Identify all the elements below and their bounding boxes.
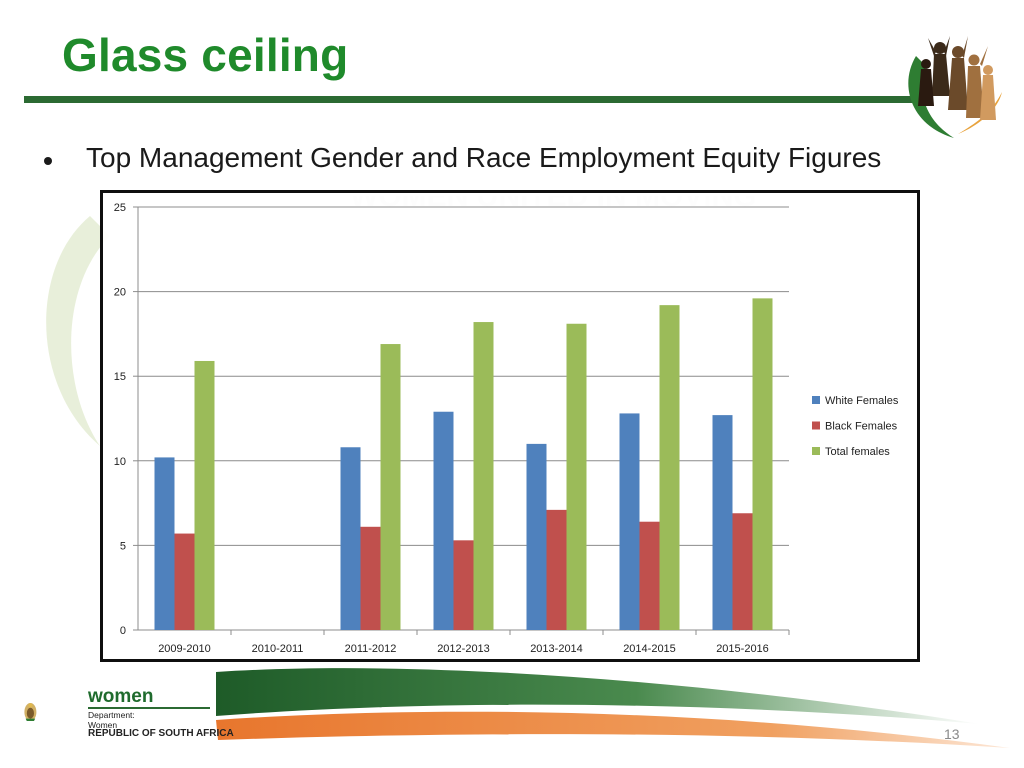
bar [659, 305, 680, 630]
y-tick-label: 15 [114, 371, 126, 383]
footer-swoosh [216, 668, 1010, 748]
title-divider [24, 96, 930, 103]
x-tick-label: 2014-2015 [623, 643, 676, 655]
bar [340, 447, 361, 630]
y-tick-label: 20 [114, 287, 126, 299]
page-number: 13 [944, 726, 960, 742]
y-tick-label: 0 [120, 625, 126, 637]
bullet-marker [44, 157, 52, 165]
legend-swatch [812, 447, 820, 455]
page-title: Glass ceiling [62, 29, 349, 81]
bar [473, 322, 494, 630]
footer-department-line2: Women [88, 720, 118, 730]
x-tick-label: 2009-2010 [158, 643, 211, 655]
legend-label: White Females [825, 395, 899, 407]
bar [380, 344, 401, 630]
y-tick-label: 5 [120, 540, 126, 552]
bar [619, 413, 640, 630]
footer-brand: women [88, 686, 154, 707]
chart-frame: 0 5 10 15 20 25 2009-2010 2010-2011 2011-2012 201… [100, 190, 920, 662]
bar [712, 415, 733, 630]
bar [154, 457, 175, 630]
legend-label: Total females [825, 446, 890, 458]
bar [526, 443, 547, 630]
legend-label: Black Females [825, 421, 898, 433]
bar [546, 509, 567, 630]
footer-country: REPUBLIC OF SOUTH AFRICA [88, 728, 234, 739]
x-tick-label: 2015-2016 [716, 643, 769, 655]
bar [433, 411, 454, 630]
bar [453, 540, 474, 630]
employment-equity-bar-chart: 0 5 10 15 20 25 2009-2010 2010-2011 2011-2012 201… [114, 202, 899, 655]
y-tick-label: 25 [114, 202, 126, 214]
bar [566, 323, 587, 630]
footer-department-line1: Department: [88, 710, 135, 720]
x-tick-label: 2010-2011 [252, 643, 304, 655]
bar [174, 533, 195, 630]
bar [639, 521, 660, 630]
legend-swatch [812, 396, 820, 404]
bar [732, 513, 753, 630]
bar [194, 360, 215, 630]
x-tick-label: 2012-2013 [437, 643, 490, 655]
bullet-text: Top Management Gender and Race Employmen… [86, 142, 882, 173]
x-tick-label: 2013-2014 [530, 643, 583, 655]
bar [752, 298, 773, 630]
legend-swatch [812, 421, 820, 430]
footer-brand-underline [88, 707, 210, 709]
footer-department: Department: Women [88, 710, 135, 730]
bar [360, 526, 381, 630]
x-tick-label: 2011-2012 [345, 643, 397, 655]
coat-of-arms-icon [24, 703, 37, 721]
y-tick-label: 10 [114, 456, 126, 468]
women-figures-logo-icon [908, 36, 1002, 138]
